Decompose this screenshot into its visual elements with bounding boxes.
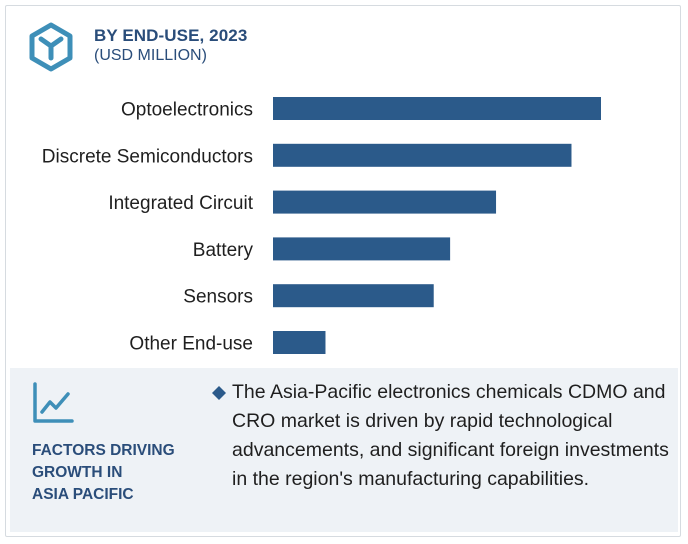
bar-chart: Optoelectronics Discrete Semiconductors In… <box>42 97 601 355</box>
factors-title-line: ASIA PACIFIC <box>32 486 134 503</box>
bar-battery <box>273 237 451 261</box>
bar-other-end-use <box>273 331 326 354</box>
diamond-bullet-icon <box>212 386 226 400</box>
chart-subtitle: (USD MILLION) <box>94 47 207 64</box>
bar-integrated-circuit <box>273 190 497 214</box>
bar-sensors <box>273 284 434 308</box>
category-label: Sensors <box>183 287 253 308</box>
category-label: Other End-use <box>129 334 253 355</box>
chart-title: BY END-USE, 2023 <box>94 26 248 45</box>
factors-panel: FACTORS DRIVING GROWTH IN ASIA PACIFIC T… <box>10 368 678 532</box>
bar-optoelectronics <box>273 97 601 120</box>
line-chart-icon <box>33 382 74 423</box>
factors-title-line: GROWTH IN <box>32 464 123 481</box>
factors-title-line: FACTORS DRIVING <box>32 442 175 459</box>
category-label: Battery <box>193 240 254 261</box>
factors-description: The Asia-Pacific electronics chemicals C… <box>232 381 669 490</box>
category-label: Optoelectronics <box>121 100 253 121</box>
category-label: Discrete Semiconductors <box>42 146 253 167</box>
bar-discrete-semiconductors <box>273 143 572 167</box>
category-label: Integrated Circuit <box>108 193 253 214</box>
hexagon-logo-icon <box>29 22 73 72</box>
factors-title: FACTORS DRIVING GROWTH IN ASIA PACIFIC <box>32 440 212 506</box>
